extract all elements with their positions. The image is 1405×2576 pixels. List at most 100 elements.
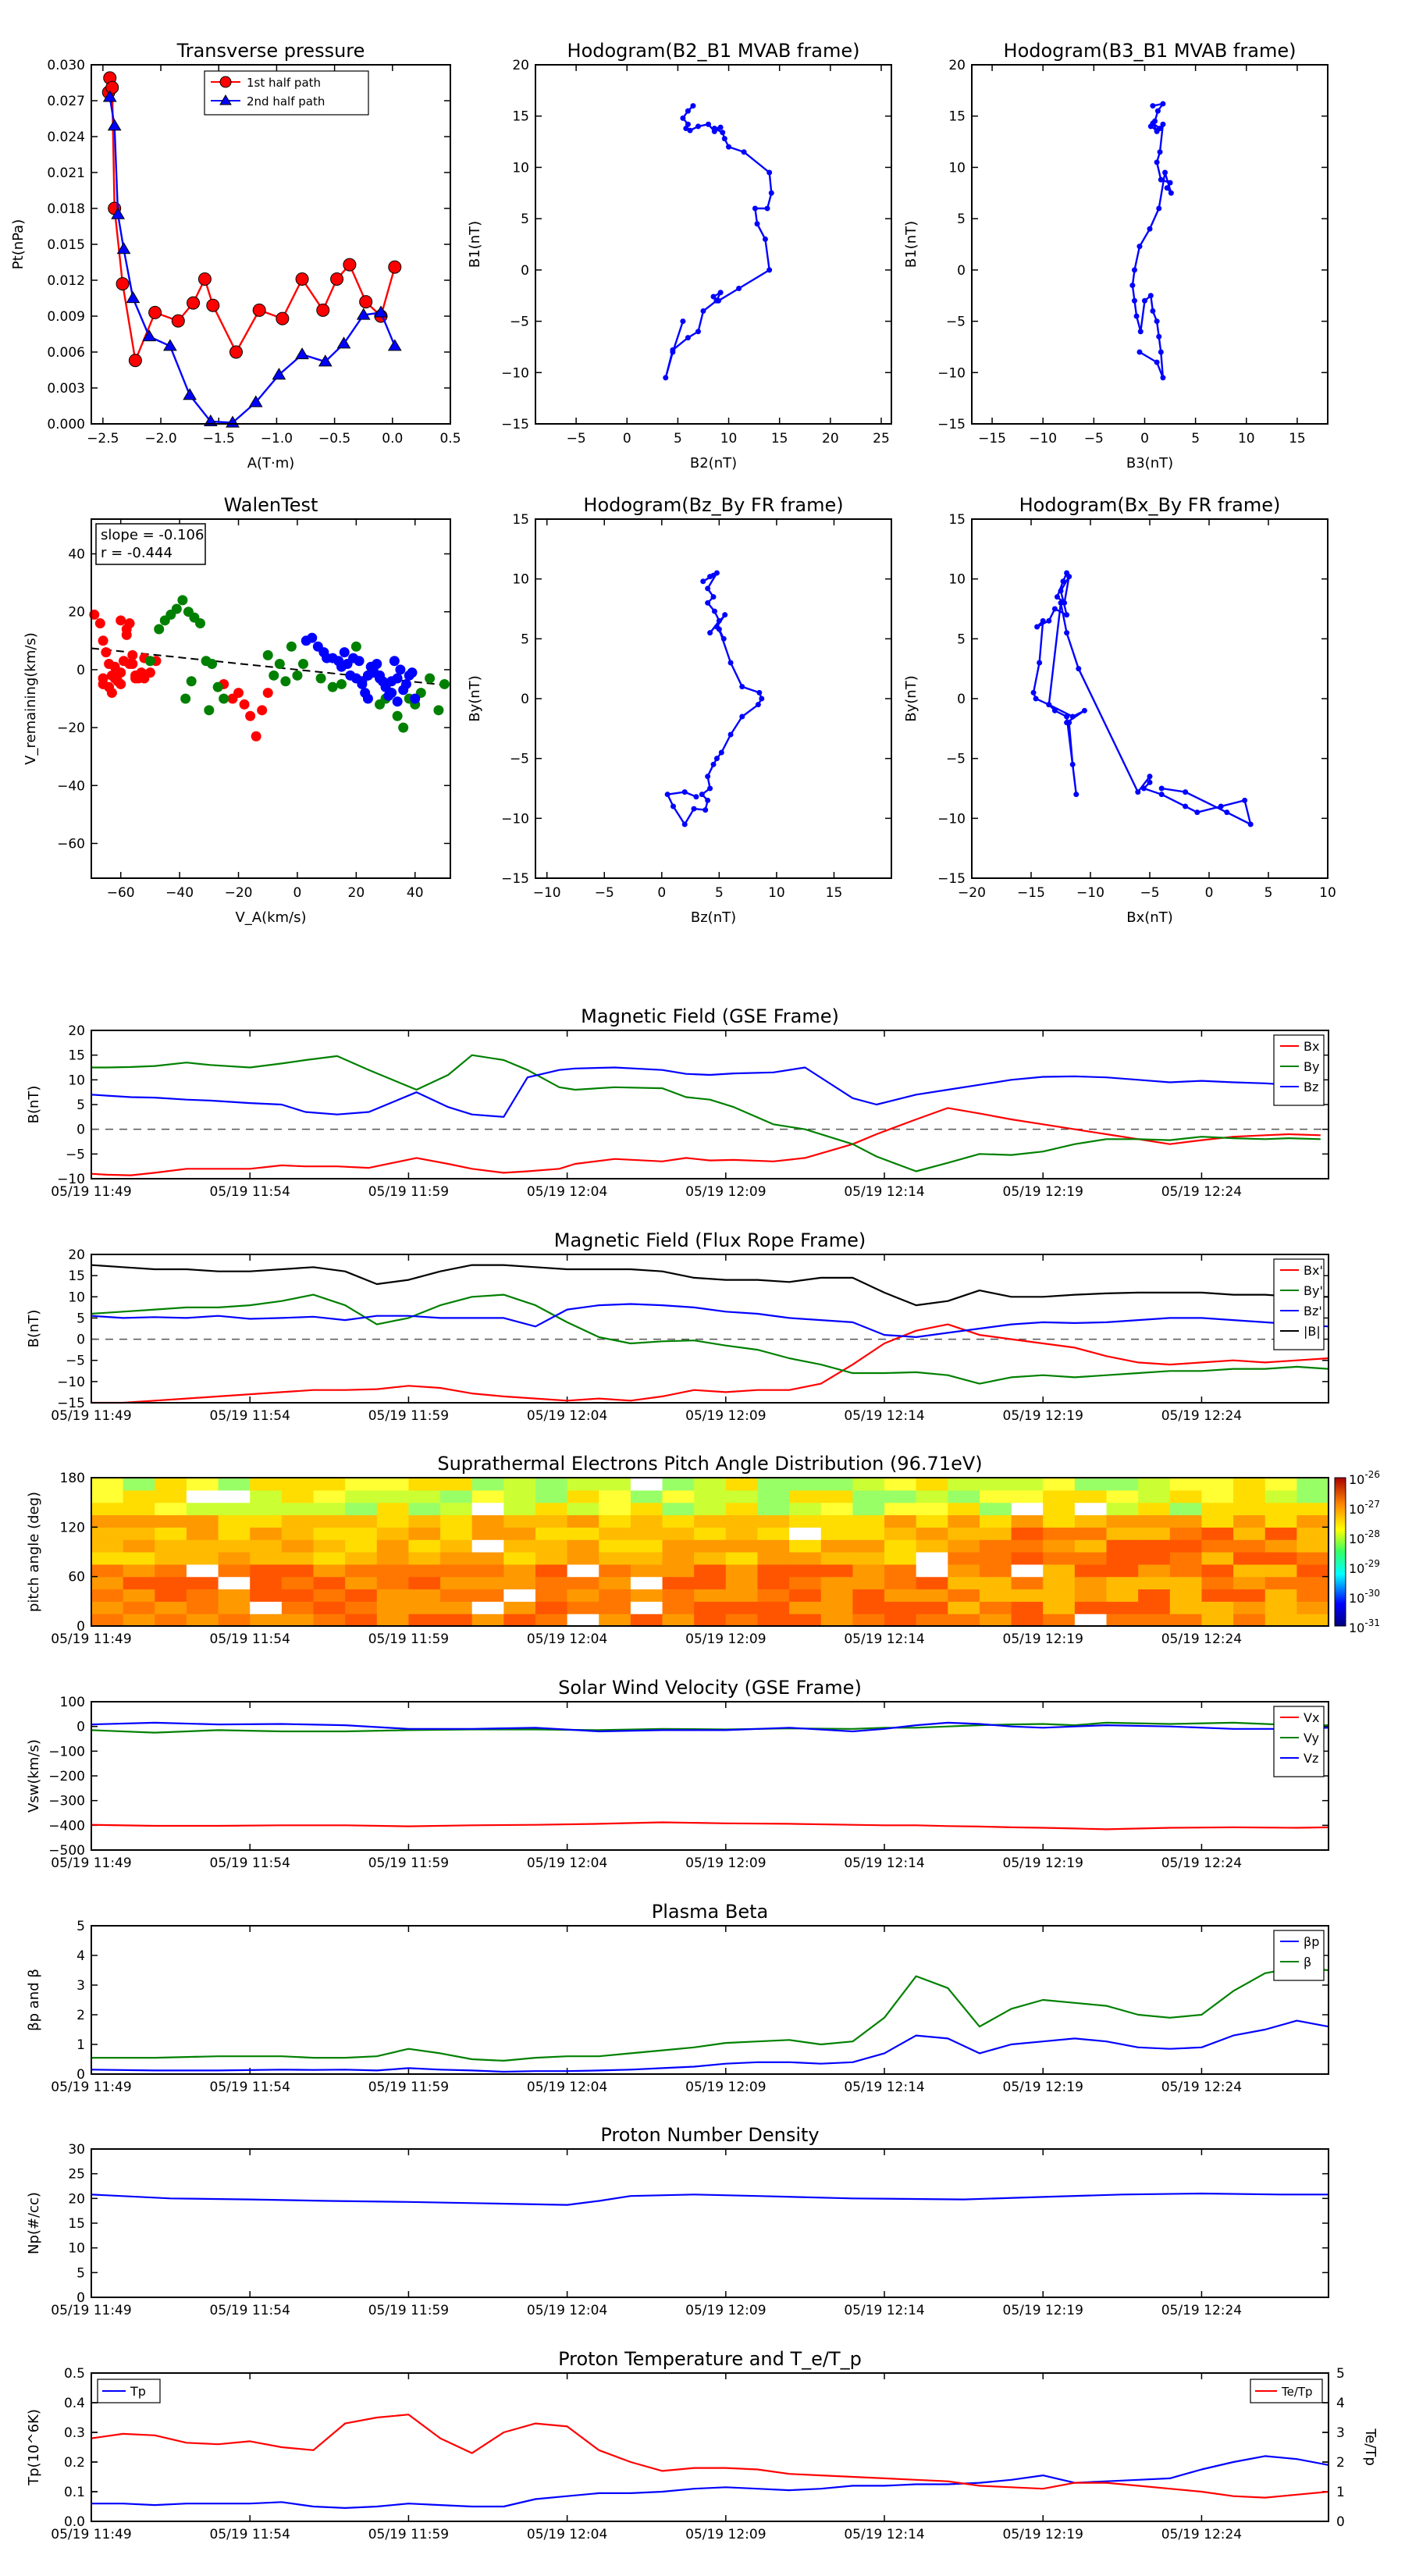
pitch-angle-ytick-label: 0 [76,1619,85,1635]
pitch-angle-cell [725,1539,759,1553]
pitch-angle-cell [345,1552,378,1565]
hodogram-bz-by-xlabel: Bz(nT) [691,909,736,926]
pitch-angle-cell [440,1601,473,1614]
pitch-angle-cell [789,1527,822,1540]
pitch-angle-cell [1297,1539,1329,1553]
pitch-angle-cell [852,1601,885,1614]
walen-test-point [154,624,165,635]
pitch-angle-cell [820,1478,853,1491]
hodogram-b3-b1-series-line-0 [1131,102,1172,379]
proton-temperature-xtick-label: 05/19 12:04 [527,2527,607,2542]
pitch-angle-cell [535,1527,568,1540]
walen-test-point [144,656,155,667]
hodogram-b2-b1-point [711,125,717,131]
hodogram-b3-b1-title: Hodogram(B3_B1 MVAB frame) [1004,40,1297,62]
walen-test-point [425,673,436,684]
pitch-angle-cell [948,1564,980,1578]
pitch-angle-cell [979,1514,1012,1528]
pitch-angle-colorbar-exponent-2: -28 [1364,1528,1380,1539]
plasma-beta-legend-label-0: βp [1304,1934,1319,1949]
pitch-angle-cell [948,1527,980,1540]
pitch-angle-cell [1201,1527,1234,1540]
pitch-angle-cell [1106,1589,1139,1602]
pitch-angle-cell [345,1564,378,1578]
hodogram-bx-by-ytick-label: 0 [957,692,966,707]
pitch-angle-cell [820,1527,853,1540]
pitch-angle-cell [1074,1478,1108,1491]
pitch-angle-cell [948,1589,980,1602]
proton-temperature-right-ytick-label: 3 [1336,2425,1345,2441]
solar-wind-velocity-chart: Solar Wind Velocity (GSE Frame) 05/19 11:… [26,1677,1329,1871]
magnetic-field-gse-ytick-label: −5 [66,1147,85,1162]
hodogram-b2-b1-point [685,121,691,127]
walen-test-point [251,731,261,742]
pitch-angle-cell [1264,1478,1297,1491]
pitch-angle-cell [503,1489,536,1503]
pitch-angle-cell [1297,1576,1329,1590]
pitch-angle-cell [218,1564,251,1578]
hodogram-b3-b1-point [1150,308,1156,314]
hodogram-b3-b1-point [1131,297,1137,304]
pitch-angle-cell [1106,1601,1139,1614]
pitch-angle-cell [1201,1589,1234,1602]
transverse-pressure-point [102,90,117,102]
hodogram-bz-by-point [710,761,717,767]
pitch-angle-cell [535,1489,568,1503]
pitch-angle-cell [535,1614,568,1627]
pitch-angle-cell [789,1478,822,1491]
hodogram-bz-by-point [739,713,745,720]
hodogram-b3-b1-point [1154,159,1160,165]
pitch-angle-cell [123,1489,155,1503]
pitch-angle-ylabel: pitch angle (deg) [26,1492,42,1612]
hodogram-b2-b1-point [670,349,676,355]
pitch-angle-cell [884,1552,917,1565]
pitch-angle-cell [1297,1601,1329,1614]
pitch-angle-cell [1011,1576,1044,1590]
transverse-pressure-series-line-1 [108,97,396,424]
proton-temperature-title: Proton Temperature and T_e/T_p [558,2348,862,2370]
magnetic-field-gse-legend-label-2: Bz [1304,1080,1318,1094]
pitch-angle-cell [884,1601,917,1614]
pitch-angle-cell [948,1489,980,1503]
walen-test-point [400,678,411,689]
transverse-pressure-point [107,119,122,131]
transverse-pressure-point [128,354,142,368]
pitch-angle-cell [1043,1564,1076,1578]
hodogram-bx-by-point [1030,689,1037,696]
proton-density-chart: Proton Number Density 05/19 11:49 05/19 11… [26,2124,1329,2318]
transverse-pressure-ytick-label: 0.003 [47,381,85,397]
pitch-angle-cell [757,1564,790,1578]
pitch-angle-xtick-label: 05/19 11:54 [210,1631,290,1647]
pitch-angle-cell [440,1489,473,1503]
walen-test-xtick-label: −40 [165,885,194,901]
magnetic-field-fr-title: Magnetic Field (Flux Rope Frame) [554,1229,866,1251]
pitch-angle-xtick-label: 05/19 11:59 [368,1631,449,1647]
pitch-angle-cell [186,1527,219,1540]
transverse-pressure-point [359,295,373,309]
proton-density-xtick-label: 05/19 12:04 [527,2303,607,2318]
transverse-pressure-ytick-label: 0.021 [47,165,85,181]
walen-test-xtick-label: 20 [348,885,365,901]
walen-test-point [186,676,197,687]
hodogram-bz-by-ytick-label: 0 [521,692,529,707]
pitch-angle-cell [979,1601,1012,1614]
plasma-beta-frame [91,1925,1329,2075]
walen-test-point [195,618,206,629]
pitch-angle-cell [1297,1564,1329,1578]
pitch-angle-cell [1074,1601,1108,1614]
pitch-angle-cell [440,1527,473,1540]
pitch-angle-cell [916,1564,948,1578]
hodogram-b3-b1-point [1164,185,1170,191]
pitch-angle-cell [1169,1478,1203,1491]
hodogram-b2-b1-point [685,335,691,341]
pitch-angle-cell [567,1489,599,1503]
pitch-angle-cell [599,1614,631,1627]
proton-temperature-xtick-label: 05/19 11:49 [51,2527,131,2542]
hodogram-b2-b1-xtick-label: 5 [674,431,682,447]
pitch-angle-cell [567,1552,599,1565]
hodogram-bz-by-point [705,774,711,780]
hodogram-b2-b1-point [700,308,706,314]
pitch-angle-cell [408,1527,441,1540]
magnetic-field-gse-xtick-label: 05/19 11:49 [51,1184,131,1200]
proton-temperature-right-ytick-label: 4 [1336,2396,1345,2411]
